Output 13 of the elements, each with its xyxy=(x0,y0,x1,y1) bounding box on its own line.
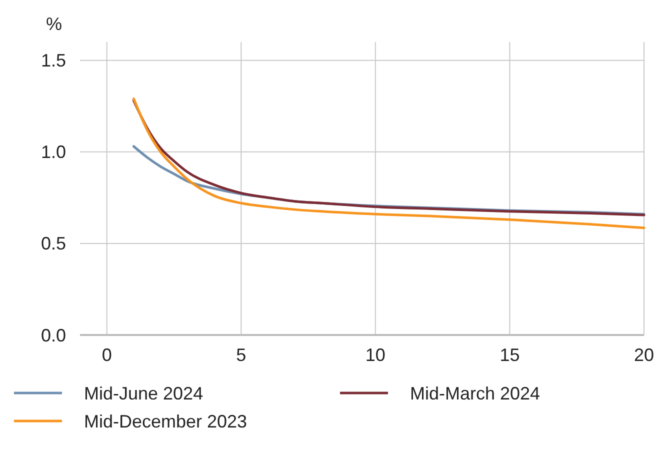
x-tick-label: 15 xyxy=(500,345,520,365)
legend-label: Mid-December 2023 xyxy=(84,411,248,432)
x-tick-label: 20 xyxy=(634,345,654,365)
legend-label: Mid-March 2024 xyxy=(410,383,540,404)
y-tick-label: 0.0 xyxy=(40,325,66,346)
y-axis-title: % xyxy=(46,14,62,34)
x-tick-label: 5 xyxy=(236,345,246,365)
y-tick-label: 1.0 xyxy=(40,142,66,162)
x-tick-label: 10 xyxy=(365,345,386,365)
y-tick-label: 1.5 xyxy=(40,50,66,71)
y-tick-label: 0.5 xyxy=(40,234,66,254)
x-tick-label: 0 xyxy=(102,345,112,365)
legend-label: Mid-June 2024 xyxy=(84,383,204,404)
